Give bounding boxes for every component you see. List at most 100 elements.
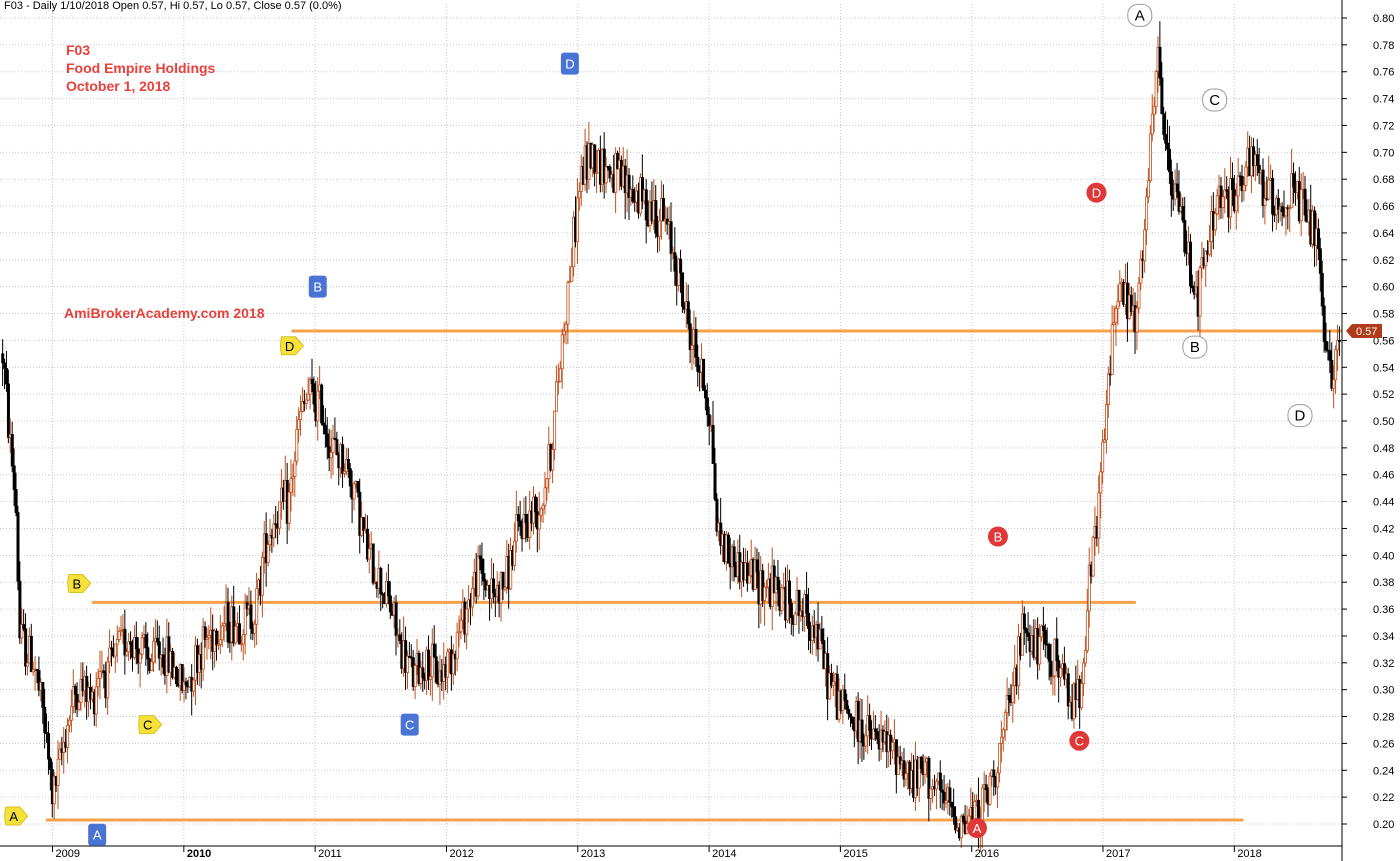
candle-body <box>961 815 965 822</box>
candle-body <box>371 543 375 584</box>
candle-body <box>686 301 690 325</box>
candle-body <box>541 504 545 510</box>
candle-body <box>522 514 526 540</box>
candle-body <box>18 580 22 639</box>
candle-body <box>386 581 390 597</box>
candle-body <box>358 491 362 536</box>
candle-body <box>1288 207 1292 210</box>
y-tick-label: 0.38 <box>1373 577 1394 589</box>
candle-body <box>6 383 10 438</box>
candle-body <box>1221 196 1225 209</box>
candle-body <box>379 567 383 595</box>
marker-label: A <box>9 809 18 824</box>
candle-body <box>428 676 432 680</box>
candle-body <box>1292 173 1296 188</box>
candle-body <box>1332 379 1336 389</box>
candle-body <box>1143 229 1147 262</box>
candle-body <box>1041 625 1045 631</box>
candle-body <box>226 601 230 643</box>
candle-body <box>1154 71 1158 107</box>
candle-body <box>805 594 809 614</box>
marker-shape <box>987 526 1008 547</box>
candle-body <box>1175 183 1179 193</box>
candle-body <box>828 672 832 700</box>
candle-body <box>238 623 242 645</box>
candle-body <box>534 496 538 513</box>
candle-body <box>362 517 366 531</box>
candle-body <box>1112 322 1116 326</box>
candle-body <box>763 586 767 601</box>
candle-body <box>289 477 293 493</box>
candle-body <box>658 220 662 237</box>
candle-body <box>268 534 272 546</box>
candle-body <box>935 781 939 790</box>
marker-shape <box>560 52 579 75</box>
candle-body <box>627 174 631 198</box>
candle-body <box>260 557 264 596</box>
marker-shape <box>308 275 327 298</box>
candle-body <box>793 613 797 625</box>
candle-body <box>543 487 547 506</box>
candle-body <box>537 514 541 530</box>
candle-body <box>1229 178 1233 218</box>
candle-body <box>329 451 333 459</box>
candle-body <box>14 489 18 514</box>
candle-body <box>1181 206 1185 221</box>
candle-body <box>1091 536 1095 577</box>
candle-body <box>1114 307 1118 324</box>
marker-label: D <box>1295 408 1306 425</box>
y-tick-label: 0.58 <box>1373 309 1394 321</box>
candle-body <box>287 491 291 524</box>
candle-body <box>830 672 834 686</box>
candle-body <box>295 429 299 462</box>
candle-body <box>577 191 581 199</box>
candle-body <box>341 444 345 474</box>
candle-body <box>938 772 942 791</box>
candle-body <box>902 760 906 780</box>
candle-body <box>1160 77 1164 115</box>
candle-body <box>942 791 946 804</box>
candle-body <box>26 662 30 667</box>
marker-label: A <box>1135 7 1145 24</box>
candle-body <box>868 715 872 731</box>
company-label: Food Empire Holdings <box>66 60 216 76</box>
y-tick-label: 0.36 <box>1373 604 1394 616</box>
y-tick-label: 0.46 <box>1373 470 1394 482</box>
candle-body <box>703 389 707 399</box>
candle-body <box>614 152 618 193</box>
candle-body <box>644 189 648 221</box>
candle-body <box>480 558 484 574</box>
candle-body <box>10 434 14 467</box>
candle-body <box>516 514 520 522</box>
x-tick-label: 2014 <box>712 848 736 860</box>
candle-body <box>1147 180 1151 198</box>
candle-body <box>1169 171 1173 196</box>
y-tick-label: 0.50 <box>1373 416 1394 428</box>
candle-body <box>312 383 316 405</box>
wave-marker-yellow-a: A <box>4 806 29 826</box>
candle-body <box>394 602 398 636</box>
candle-body <box>222 623 226 627</box>
candle-body <box>705 397 709 416</box>
candle-body <box>1011 685 1015 703</box>
candle-body <box>451 653 455 675</box>
candle-body <box>556 380 560 383</box>
candle-body <box>470 587 474 608</box>
candle-body <box>398 634 402 641</box>
candle-body <box>201 626 205 670</box>
marker-shape <box>400 713 419 736</box>
candle-body <box>1139 258 1143 284</box>
wave-marker-red-c: C <box>1069 730 1090 751</box>
chart-info-line: F03 - Daily 1/10/2018 Open 0.57, Hi 0.57… <box>4 0 342 12</box>
y-tick-label: 0.56 <box>1373 335 1394 347</box>
candle-body <box>1152 106 1156 115</box>
wave-marker-white-b: B <box>1182 335 1208 359</box>
candle-body <box>1106 373 1110 405</box>
y-tick-label: 0.34 <box>1373 631 1394 643</box>
marker-label: D <box>285 339 294 354</box>
candle-body <box>923 761 927 775</box>
x-tick-label: 2009 <box>56 848 80 860</box>
candle-body <box>776 576 780 591</box>
candle-body <box>123 628 127 656</box>
candle-body <box>77 701 81 710</box>
